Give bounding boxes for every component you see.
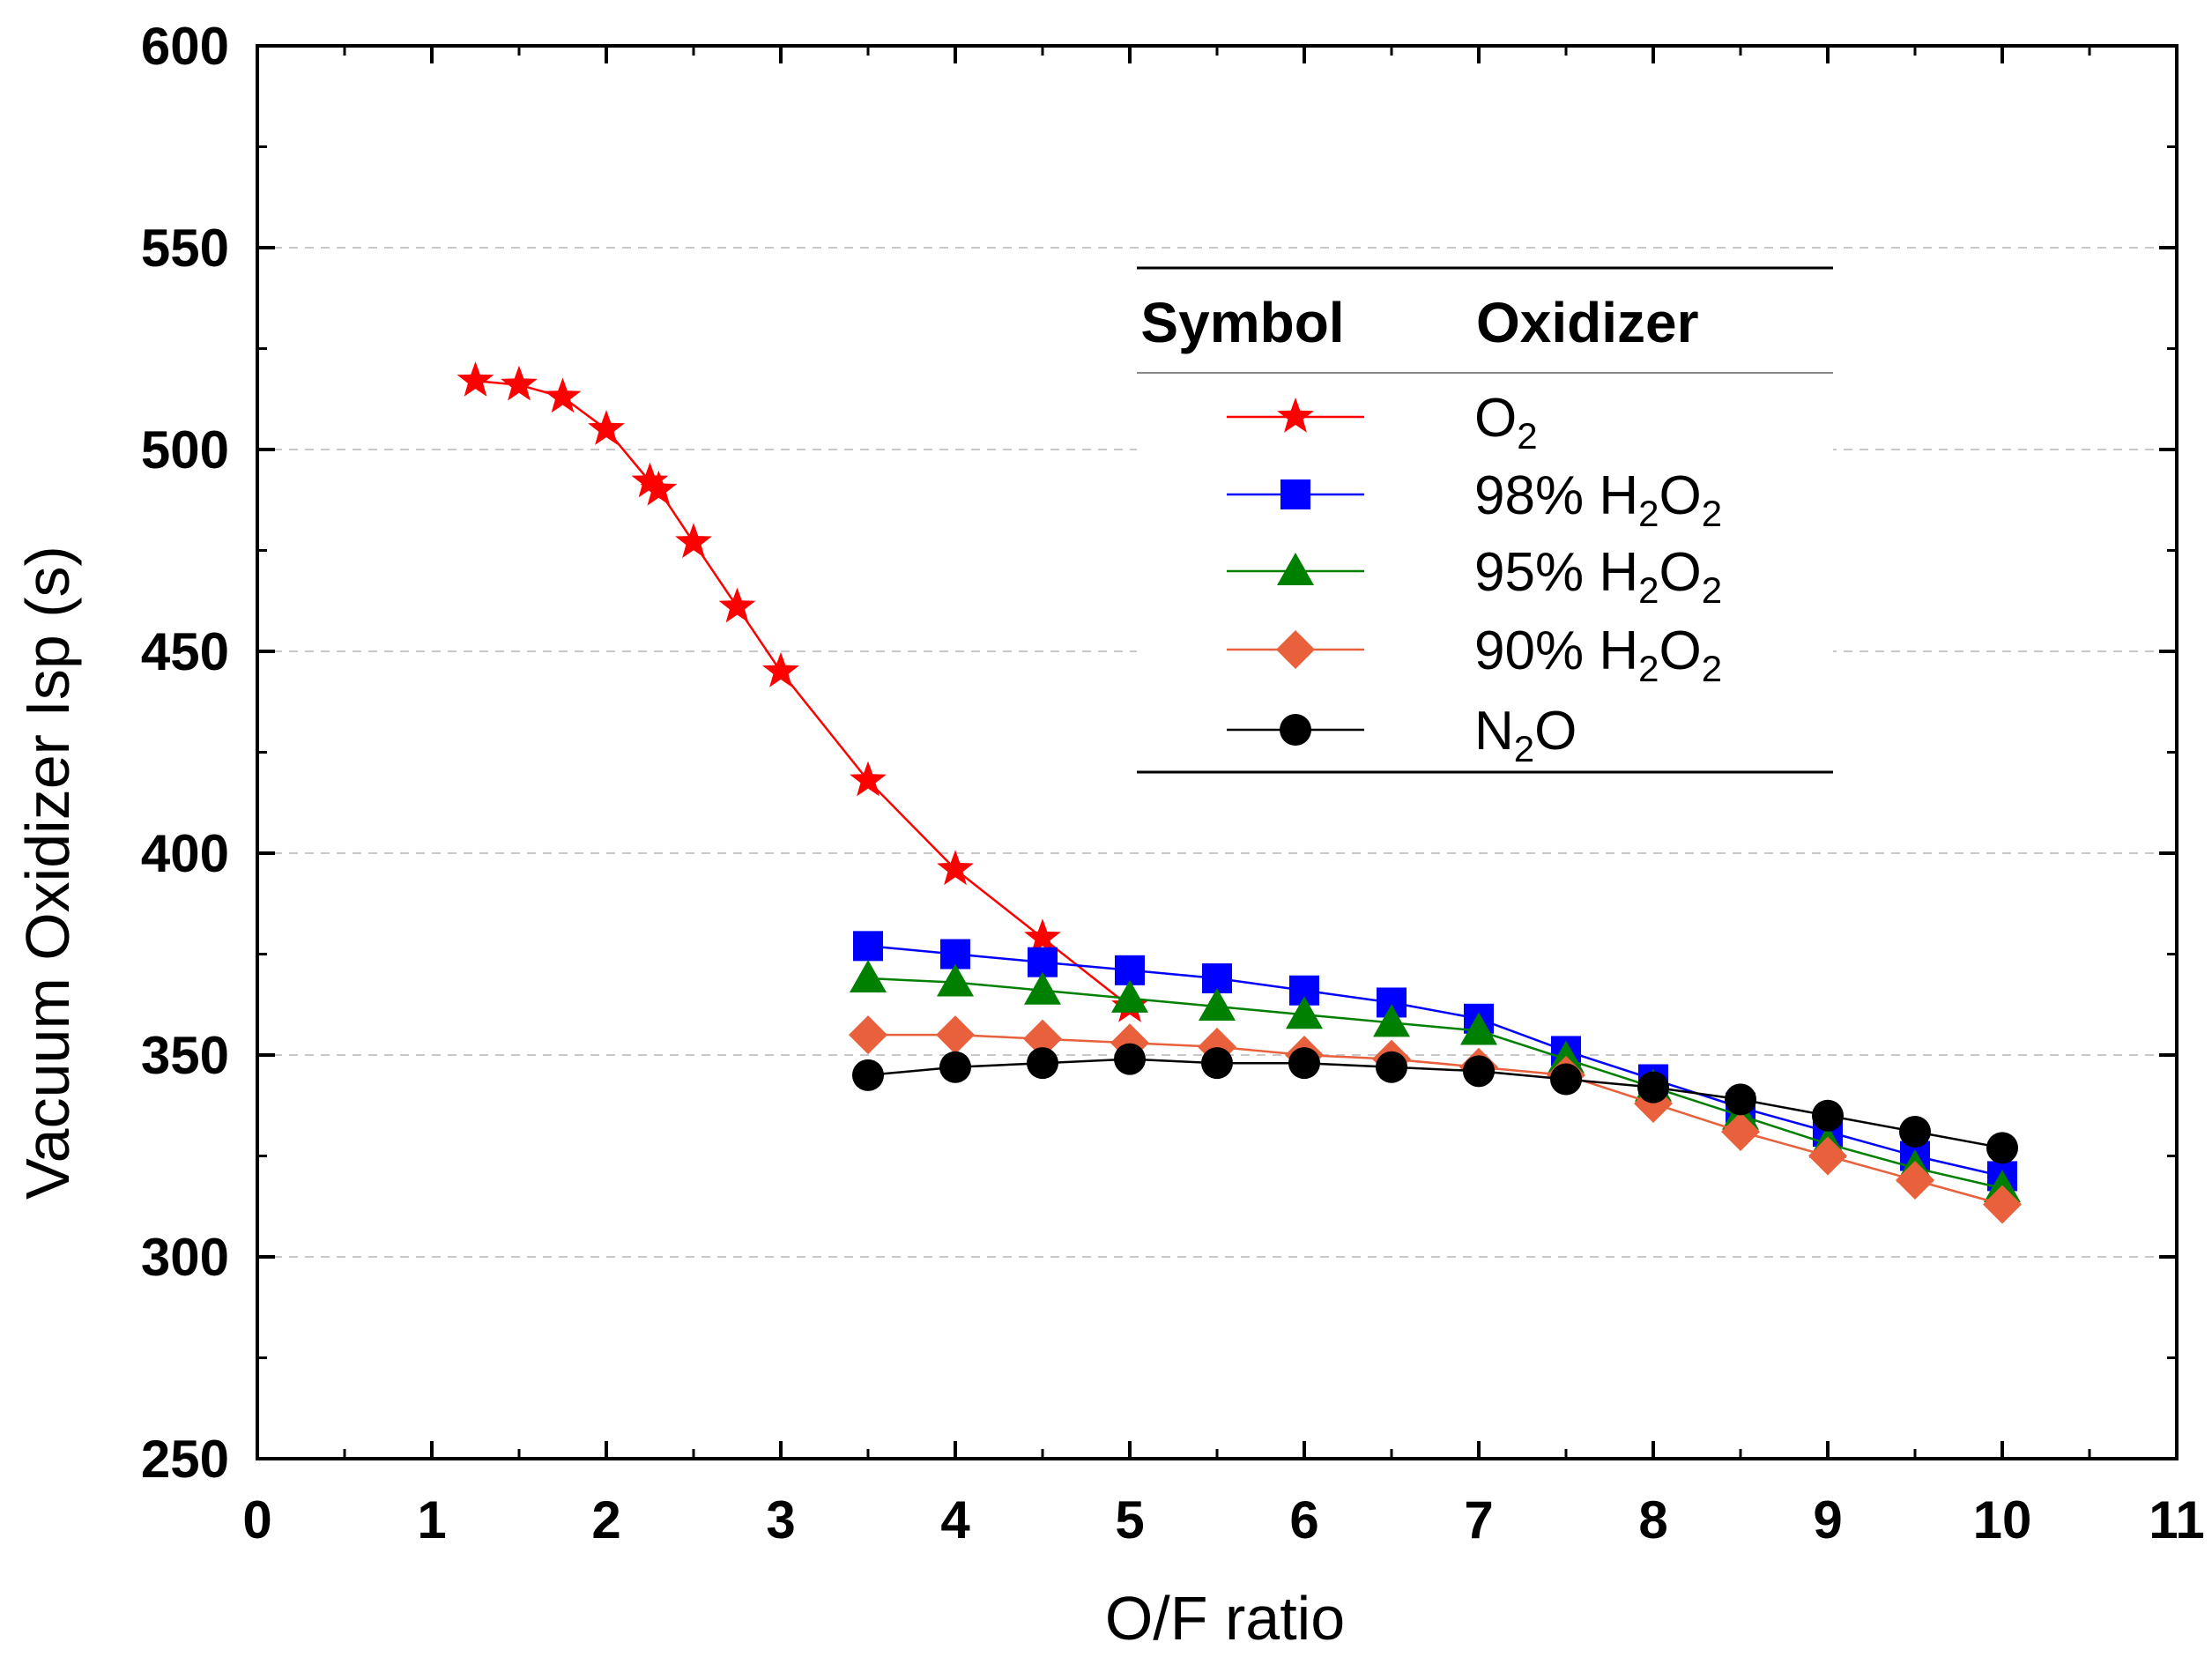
series-line [867, 977, 2003, 1190]
data-point [1199, 988, 1236, 1022]
data-point [852, 1059, 884, 1091]
data-point [1812, 1099, 1844, 1132]
legend-entry: O2 [1227, 388, 1538, 457]
data-point [1986, 1132, 2018, 1164]
data-point [936, 1015, 975, 1055]
x-tick-label: 10 [1973, 1490, 2032, 1549]
y-tick-label: 500 [141, 420, 229, 479]
data-point [1896, 1160, 1934, 1200]
legend-entry: 98% H2O2 [1227, 465, 1722, 534]
x-tick-label: 5 [1115, 1490, 1144, 1549]
legend-label: O2 [1474, 388, 1538, 457]
data-point [1201, 1047, 1233, 1080]
data-point [939, 1051, 971, 1083]
axis-ticks: 0 1 2 3 4 5 6 7 8 9 10 11 250 300 350 400 450 500 550 600 [141, 17, 2205, 1549]
data-point [588, 410, 625, 445]
data-point [501, 365, 538, 401]
data-point [1550, 1063, 1582, 1096]
legend-label: 90% H2O2 [1474, 620, 1722, 689]
x-tick-label: 0 [242, 1490, 271, 1549]
legend-entry: 90% H2O2 [1227, 620, 1722, 689]
series-n2o [852, 1043, 2018, 1164]
data-point [718, 587, 756, 623]
y-tick-label: 550 [141, 219, 229, 278]
data-point [1376, 1051, 1407, 1083]
data-point [1286, 996, 1323, 1029]
legend-label: 98% H2O2 [1474, 465, 1722, 534]
data-point [457, 361, 494, 397]
data-point [1024, 918, 1061, 954]
legend-label: 95% H2O2 [1474, 542, 1722, 611]
data-point [1721, 1112, 1760, 1152]
data-point [675, 523, 712, 559]
data-point [762, 651, 799, 687]
legend-header-oxidizer: Oxidizer [1476, 291, 1699, 354]
x-tick-label: 6 [1289, 1490, 1318, 1549]
data-point [1373, 1004, 1410, 1037]
data-point [1725, 1083, 1756, 1116]
y-tick-label: 300 [141, 1228, 229, 1287]
y-tick-label: 350 [141, 1026, 229, 1085]
data-point [640, 470, 678, 506]
data-point [544, 377, 582, 413]
data-point [850, 761, 887, 797]
data-point [1027, 1047, 1058, 1080]
x-tick-label: 4 [940, 1490, 970, 1549]
series-o2 [457, 361, 1148, 1022]
y-tick-label: 600 [141, 17, 229, 76]
data-point [1288, 1047, 1320, 1080]
data-point [1111, 979, 1148, 1013]
series-layer [457, 361, 2022, 1224]
data-point [1983, 1185, 2022, 1224]
x-tick-label: 2 [591, 1490, 620, 1549]
y-tick-label: 250 [141, 1430, 229, 1489]
data-point [1024, 971, 1061, 1005]
data-point [631, 462, 669, 498]
x-tick-label: 7 [1464, 1490, 1493, 1549]
legend-marker [1277, 398, 1314, 433]
x-tick-label: 11 [2149, 1490, 2204, 1549]
data-point [849, 1015, 887, 1055]
data-point [850, 959, 887, 992]
data-point [1023, 1019, 1062, 1059]
x-tick-label: 1 [417, 1490, 446, 1549]
legend-marker [1280, 714, 1311, 746]
legend-label: N2O [1474, 701, 1577, 769]
legend-marker [1277, 553, 1314, 585]
legend-marker [1276, 630, 1315, 669]
legend-background [1137, 269, 1833, 771]
legend-header-symbol: Symbol [1140, 291, 1344, 354]
y-tick-label: 450 [141, 622, 229, 681]
x-axis-label: O/F ratio [1105, 1584, 1345, 1653]
y-tick-label: 400 [141, 824, 229, 883]
y-axis-label: Vacuum Oxidizer Isp (s) [13, 546, 82, 1200]
legend: Symbol Oxidizer O2 98% H2O2 95% H2O2 90% H2O2… [1137, 266, 1833, 774]
x-tick-label: 8 [1638, 1490, 1667, 1549]
data-point [1460, 1012, 1497, 1045]
data-point [853, 931, 883, 962]
x-tick-label: 9 [1813, 1490, 1842, 1549]
legend-entry: 95% H2O2 [1227, 542, 1722, 611]
data-point [937, 850, 974, 886]
data-point [1899, 1116, 1931, 1148]
data-point [937, 963, 974, 997]
legend-entry: N2O [1227, 701, 1577, 769]
x-tick-label: 3 [766, 1490, 795, 1549]
data-point [1637, 1071, 1669, 1104]
data-point [1808, 1136, 1847, 1176]
legend-marker [1280, 479, 1310, 509]
data-point [1114, 1043, 1146, 1075]
data-point [1463, 1055, 1495, 1088]
